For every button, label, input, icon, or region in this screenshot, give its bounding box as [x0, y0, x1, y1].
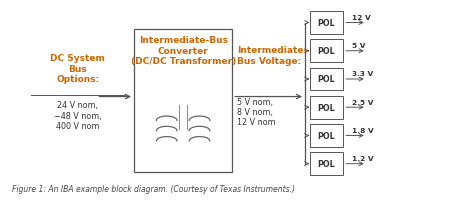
Text: 12 V: 12 V: [352, 15, 371, 21]
Text: 3.3 V: 3.3 V: [352, 71, 373, 77]
FancyBboxPatch shape: [134, 30, 232, 172]
FancyBboxPatch shape: [310, 96, 343, 119]
Text: POL: POL: [318, 103, 335, 112]
Text: Intermediate-Bus
Converter
(DC/DC Transformer): Intermediate-Bus Converter (DC/DC Transf…: [130, 36, 236, 66]
Text: Figure 1: An IBA example block diagram. (Courtesy of Texas Instruments.): Figure 1: An IBA example block diagram. …: [12, 184, 295, 193]
Text: DC System
Bus
Options:: DC System Bus Options:: [50, 54, 105, 83]
Text: 2.5 V: 2.5 V: [352, 99, 373, 105]
FancyBboxPatch shape: [310, 153, 343, 175]
Text: POL: POL: [318, 47, 335, 56]
FancyBboxPatch shape: [310, 12, 343, 35]
FancyBboxPatch shape: [310, 124, 343, 147]
Text: 5 V: 5 V: [352, 43, 365, 49]
Text: POL: POL: [318, 159, 335, 168]
FancyBboxPatch shape: [310, 68, 343, 91]
Text: 1.8 V: 1.8 V: [352, 127, 374, 133]
Text: 1.2 V: 1.2 V: [352, 155, 374, 161]
Text: POL: POL: [318, 75, 335, 84]
Text: 24 V nom,
−48 V nom,
400 V nom: 24 V nom, −48 V nom, 400 V nom: [54, 101, 101, 131]
FancyBboxPatch shape: [310, 40, 343, 63]
Text: Intermediate-
Bus Voltage:: Intermediate- Bus Voltage:: [237, 46, 307, 65]
Text: 5 V nom,
8 V nom,
12 V nom: 5 V nom, 8 V nom, 12 V nom: [237, 97, 275, 127]
Text: POL: POL: [318, 19, 335, 28]
Text: POL: POL: [318, 131, 335, 140]
